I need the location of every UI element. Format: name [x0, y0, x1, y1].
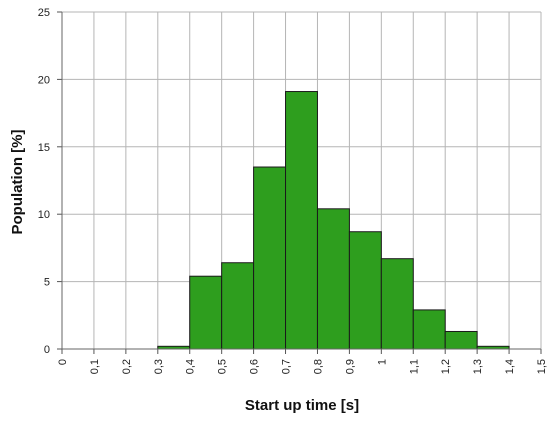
y-axis-title: Population [%]: [9, 130, 26, 235]
y-tick-label: 0: [44, 344, 50, 356]
histogram-bar: [412, 309, 446, 350]
y-tick-label: 10: [38, 209, 50, 221]
y-tick-label: 15: [38, 142, 50, 154]
x-tick-label: 0,8: [312, 359, 324, 374]
bars: [157, 91, 510, 350]
histogram-bar: [253, 166, 287, 350]
x-tick-label: 0,2: [121, 359, 133, 374]
histogram-bar: [316, 208, 350, 350]
x-tick-label: 1,2: [440, 359, 452, 374]
histogram-bar: [380, 258, 414, 350]
histogram-bar: [444, 330, 478, 350]
x-tick-label: 1,1: [408, 359, 420, 374]
y-tick-label: 5: [44, 277, 50, 289]
y-tick-labels: 0 5 10 15 20 25: [38, 7, 50, 356]
histogram-bar: [221, 262, 255, 350]
x-tick-label: 1,3: [472, 359, 484, 374]
x-tick-labels: 0 0,1 0,2 0,3 0,4 0,5 0,6 0,7 0,8 0,9 1 1,1 1,2 1,3 1,…: [57, 359, 548, 374]
y-tick-label: 20: [38, 74, 50, 86]
x-tick-label: 1: [376, 359, 388, 365]
x-tick-label: 0,5: [217, 359, 229, 374]
x-tick-label: 0,6: [249, 359, 261, 374]
x-tick-label: 1,4: [504, 359, 516, 374]
x-tick-label: 0,3: [153, 359, 165, 374]
histogram-bar: [189, 275, 223, 350]
y-tick-label: 25: [38, 7, 50, 19]
x-tick-label: 0: [57, 359, 69, 365]
histogram-bar: [348, 231, 382, 350]
x-tick-label: 0,1: [89, 359, 101, 374]
x-tick-label: 0,7: [281, 359, 293, 374]
axes: [57, 11, 542, 354]
x-tick-label: 1,5: [536, 359, 548, 374]
x-tick-label: 0,4: [185, 359, 197, 374]
x-tick-label: 0,9: [344, 359, 356, 374]
x-axis-title: Start up time [s]: [245, 397, 359, 414]
histogram-bar: [285, 91, 318, 350]
